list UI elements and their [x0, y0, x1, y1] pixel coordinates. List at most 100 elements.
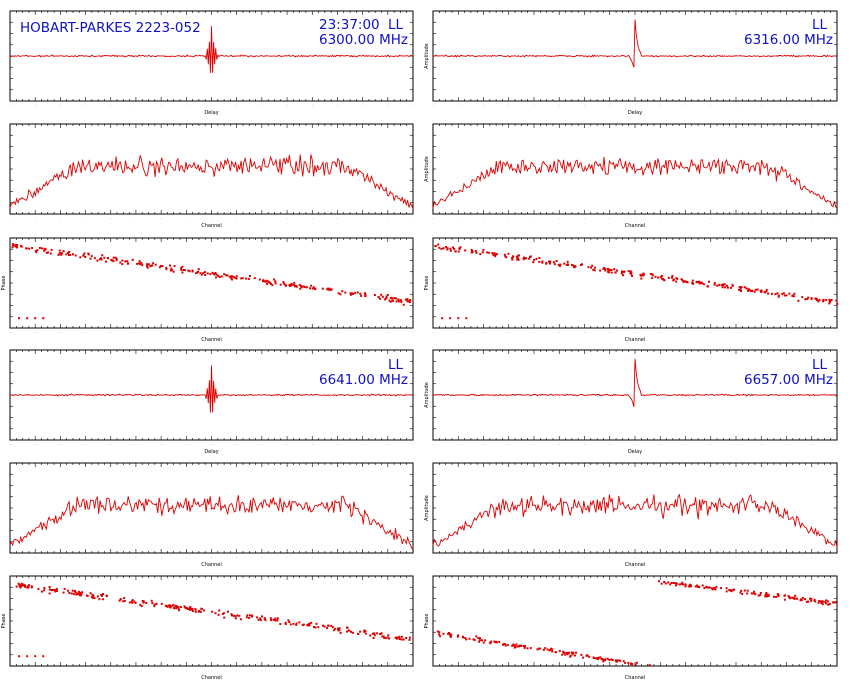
phase-point	[400, 635, 403, 638]
phase-point	[191, 608, 194, 611]
phase-point	[395, 636, 398, 639]
svg-text:·: ·	[761, 217, 762, 221]
phase-point	[678, 583, 681, 586]
svg-text:·: ·	[710, 217, 711, 221]
phase-point	[409, 299, 412, 301]
svg-text:·: ·	[211, 669, 212, 673]
phase-point	[437, 243, 440, 246]
phase-point	[301, 624, 304, 627]
phase-point	[490, 640, 493, 643]
svg-text:·: ·	[337, 104, 338, 108]
phase-point	[477, 637, 480, 640]
phase-point	[511, 644, 514, 647]
phase-point	[797, 299, 800, 302]
svg-text:·: ·	[761, 331, 762, 335]
phase-point	[516, 645, 519, 648]
svg-text:·: ·	[186, 669, 187, 673]
phase-point	[528, 257, 531, 260]
phase-point	[249, 614, 251, 617]
phase-point	[327, 624, 330, 627]
svg-text:·: ·	[559, 669, 560, 673]
phase-point	[149, 265, 152, 268]
phase-point	[80, 593, 83, 596]
phase-point	[191, 270, 194, 273]
phase-point	[158, 266, 161, 269]
phase-point	[832, 601, 834, 604]
phase-point	[211, 610, 214, 613]
phase-point	[153, 605, 156, 608]
phase-point	[454, 250, 457, 253]
phase-point	[817, 601, 820, 604]
phase-point	[634, 663, 637, 666]
svg-text:·: ·	[387, 104, 388, 108]
phase-point	[274, 282, 277, 285]
phase-point	[504, 644, 507, 647]
phase-point	[828, 302, 831, 305]
phase-point	[230, 275, 233, 278]
phase-point	[337, 292, 340, 295]
phase-point	[293, 281, 296, 284]
svg-text:·: ·	[432, 217, 433, 221]
phase-point	[215, 273, 218, 276]
svg-text:·: ·	[634, 443, 635, 447]
phase-point	[667, 276, 670, 279]
phase-point	[517, 254, 520, 257]
freq-label-panel1: 6300.00 MHz	[319, 32, 409, 48]
phase-point	[529, 256, 532, 258]
svg-text:·: ·	[110, 443, 111, 447]
phase-point	[258, 278, 261, 281]
phase-point	[571, 653, 574, 656]
phase-point	[687, 585, 690, 588]
phase-point	[200, 273, 203, 276]
phase-point	[118, 599, 121, 602]
phase-point	[807, 600, 810, 603]
phase-point	[72, 253, 74, 256]
phase-point	[380, 632, 383, 635]
phase-point	[669, 583, 672, 586]
phase-point	[610, 271, 613, 274]
phase-point	[364, 632, 367, 635]
phase-point	[253, 277, 256, 280]
phase-point	[331, 626, 334, 629]
phase-point	[239, 618, 242, 621]
phase-point	[134, 602, 137, 604]
phase-point	[523, 646, 526, 649]
phase-point	[146, 265, 149, 268]
phase-point	[526, 647, 529, 650]
phase-point	[799, 598, 802, 601]
svg-text:·: ·	[337, 331, 338, 335]
phase-point	[614, 271, 617, 274]
phase-point	[383, 636, 386, 639]
svg-text:·: ·	[236, 556, 237, 560]
phase-point	[783, 294, 786, 297]
phase-point	[174, 604, 177, 607]
svg-text:·: ·	[483, 104, 484, 108]
phase-point	[349, 293, 352, 296]
freq-label-panel2: 6316.00 MHz	[744, 32, 834, 48]
svg-text:·: ·	[483, 443, 484, 447]
svg-text:·: ·	[337, 556, 338, 560]
phase-point	[110, 258, 113, 261]
phase-point	[522, 256, 525, 259]
phase-point	[154, 263, 157, 266]
svg-text:·: ·	[432, 104, 433, 108]
freq-label-panel3: 6641.00 MHz	[319, 372, 409, 388]
phase-point	[18, 655, 21, 658]
phase-point	[580, 264, 582, 266]
phase-point	[302, 285, 305, 288]
phase-point	[782, 292, 785, 295]
phase-point	[170, 267, 173, 270]
phase-point	[566, 653, 569, 656]
panel-phase-6316: · · · · · · · · · · · · · · · · · Channel Phase	[424, 237, 839, 343]
svg-text:·: ·	[9, 669, 10, 673]
phase-point	[24, 585, 27, 588]
phase-point	[593, 269, 596, 272]
phase-point	[739, 591, 742, 594]
phase-point	[759, 592, 762, 594]
phase-point	[241, 277, 244, 280]
svg-text:·: ·	[35, 556, 36, 560]
phase-point	[821, 600, 824, 603]
svg-text:·: ·	[786, 217, 787, 221]
phase-point	[518, 645, 521, 648]
phase-point	[264, 280, 267, 283]
